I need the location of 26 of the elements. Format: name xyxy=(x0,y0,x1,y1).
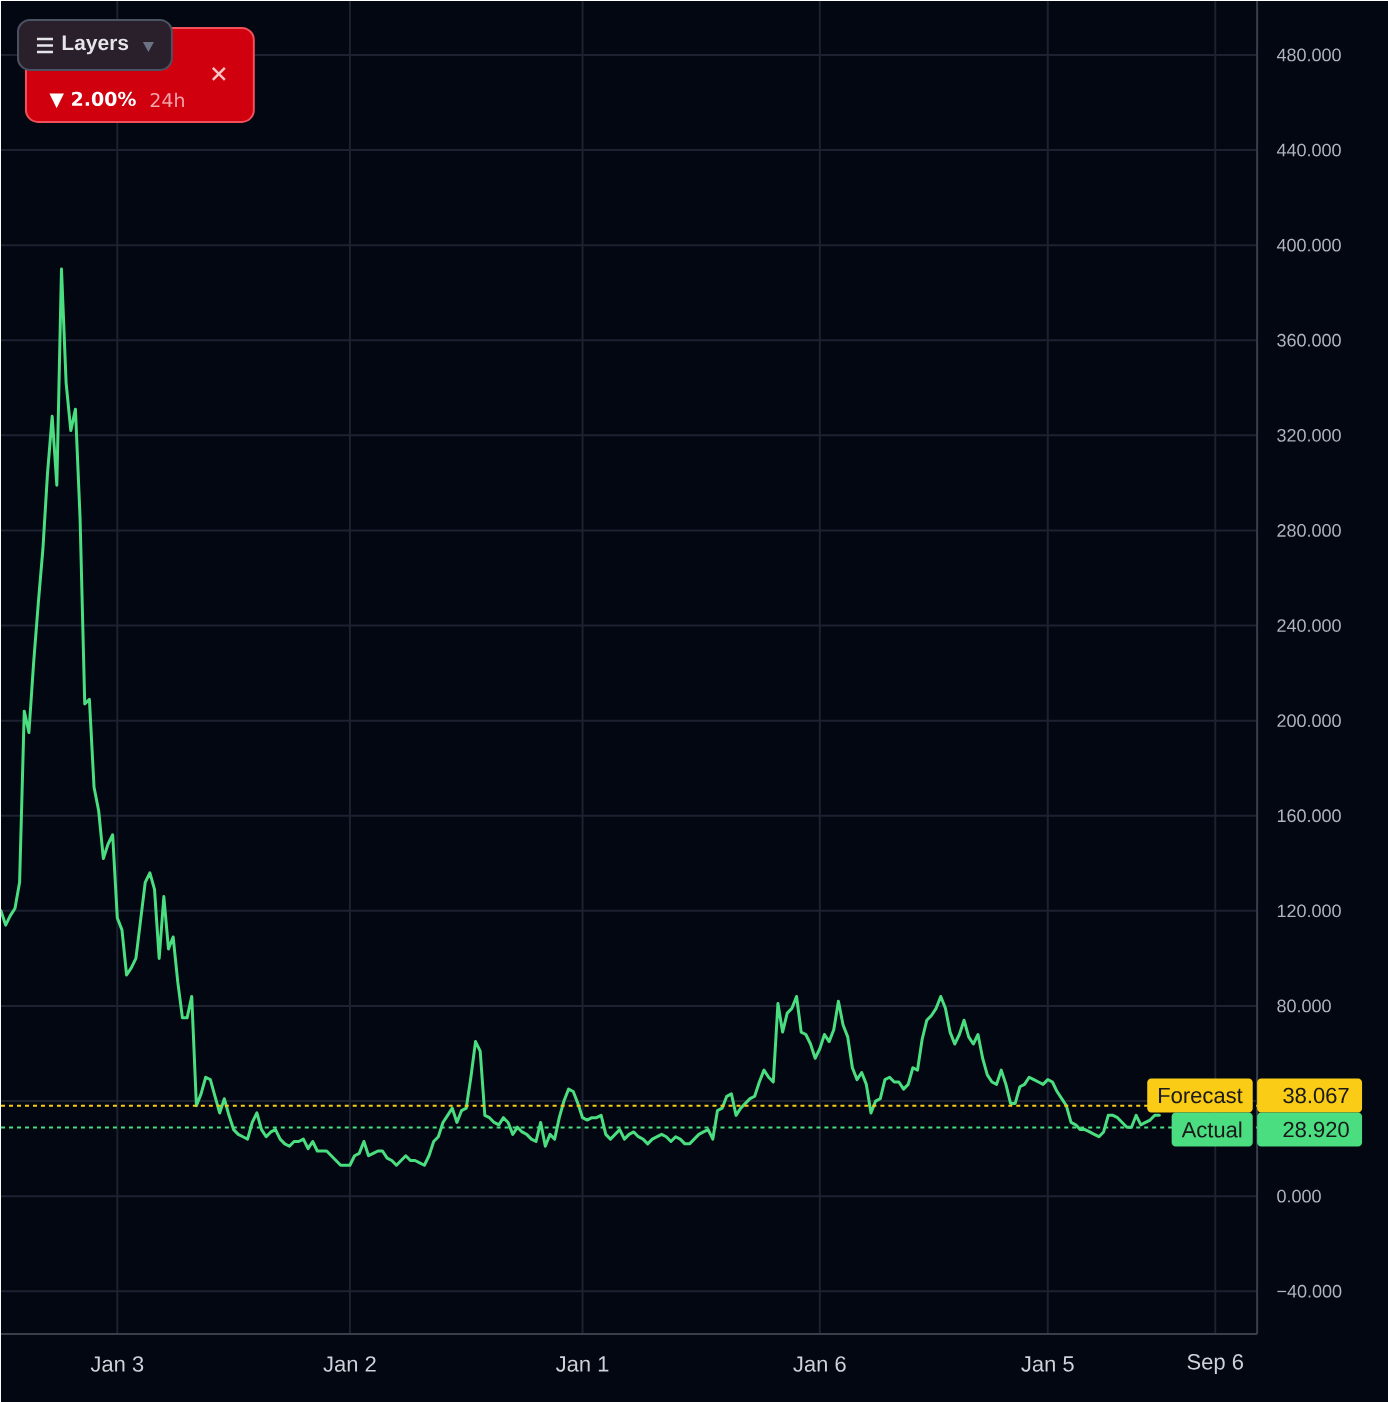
y-tick-label: 280.000 xyxy=(1277,524,1341,537)
x-tick-label: Jan 5 xyxy=(1021,1356,1074,1372)
ref-line-label: Forecast xyxy=(1159,1087,1243,1104)
y-tick-label: 120.000 xyxy=(1277,904,1341,918)
y-tick-label: 200.000 xyxy=(1277,714,1341,728)
annotation: ▼ 2.00% xyxy=(49,91,136,109)
annotation: 24h xyxy=(150,92,184,108)
y-tick-label: 240.000 xyxy=(1277,619,1341,632)
x-tick-label: Sep 6 xyxy=(1187,1354,1243,1374)
x-tick-label: Jan 3 xyxy=(90,1356,144,1372)
annotation: Layers xyxy=(62,35,129,55)
ref-line-label: Actual xyxy=(1181,1121,1242,1138)
y-tick-label: 80.000 xyxy=(1277,999,1331,1013)
y-tick-label: 480.000 xyxy=(1276,48,1341,62)
y-tick-label: 360.000 xyxy=(1277,333,1341,347)
text: 28.920 xyxy=(1283,1121,1349,1138)
text: 38.067 xyxy=(1283,1087,1349,1104)
x-tick-label: Jan 1 xyxy=(555,1356,609,1372)
y-tick-label: 440.000 xyxy=(1276,143,1341,157)
x-tick-label: Jan 6 xyxy=(793,1356,846,1372)
y-tick-label: 320.000 xyxy=(1277,428,1341,442)
y-tick-label: −40.000 xyxy=(1277,1284,1342,1298)
y-tick-label: 400.000 xyxy=(1276,238,1341,252)
x-tick-label: Jan 2 xyxy=(323,1356,376,1372)
y-tick-label: 0.000 xyxy=(1277,1189,1321,1203)
y-tick-label: 160.000 xyxy=(1277,809,1341,823)
